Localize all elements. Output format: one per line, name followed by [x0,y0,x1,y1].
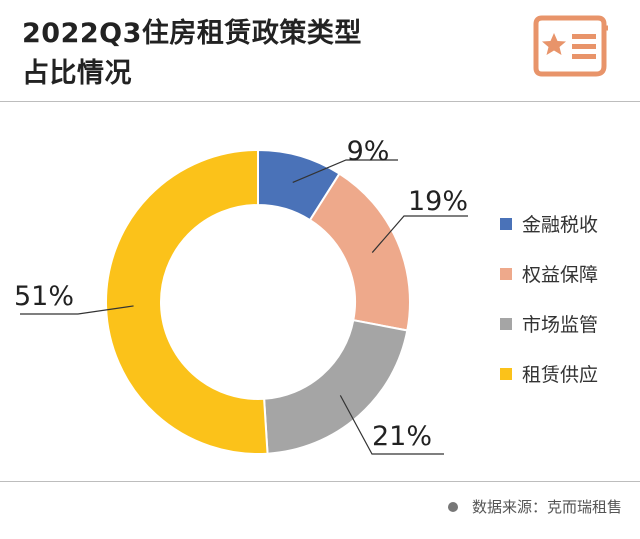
top-divider [0,101,640,102]
legend-label: 金融税收 [522,214,599,236]
legend-swatch [500,317,512,330]
legend-label: 权益保障 [522,264,599,286]
donut-slice-2 [308,172,411,332]
legend-item-4: 租赁供应 [500,360,598,387]
title-line-1: 2022Q3住房租赁政策类型 [22,18,362,49]
data-label-2: 19% [408,186,468,217]
data-label-1: 9% [347,136,390,167]
bottom-divider [0,481,640,482]
leader-line-4 [20,305,134,315]
legend-swatch [500,217,512,230]
legend-swatch [500,367,512,380]
leader-line-3 [339,395,444,455]
data-label-4: 51% [14,281,74,312]
star-document-icon [533,15,608,77]
legend-label: 市场监管 [522,314,599,336]
legend-item-3: 市场监管 [500,310,598,337]
legend-label: 租赁供应 [522,364,599,386]
source-text: 数据来源：克而瑞租售 [471,498,622,516]
legend-swatch [500,267,512,280]
leader-line-1 [292,159,398,183]
data-source: 数据来源：克而瑞租售 [447,496,622,517]
title-line-2: 占比情况 [22,58,132,89]
data-label-3: 21% [372,421,432,452]
legend-item-1: 金融税收 [500,210,598,237]
bullet-icon [447,501,458,512]
donut-slice-4 [105,148,269,455]
legend-item-2: 权益保障 [500,260,598,287]
chart-title: 2022Q3住房租赁政策类型 占比情况 [22,14,362,94]
chart-legend: 金融税收权益保障市场监管租赁供应 [500,210,598,410]
leader-line-2 [371,215,468,253]
